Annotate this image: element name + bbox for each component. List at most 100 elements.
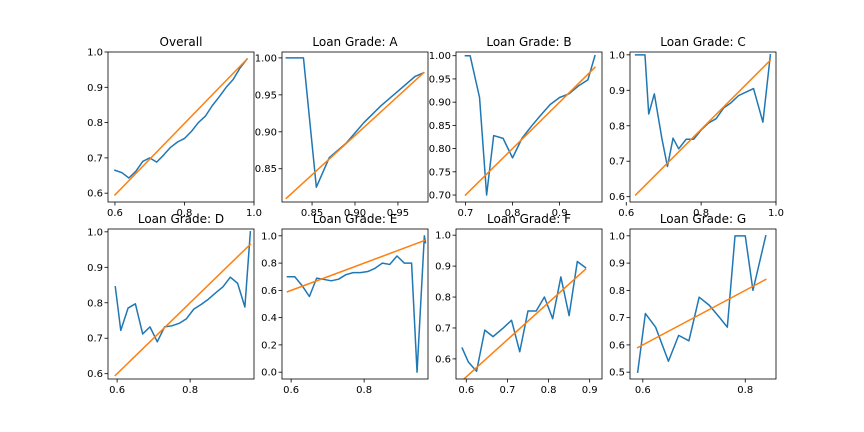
y-tick-label: 0.6 xyxy=(609,192,625,203)
panel-title: Loan Grade: C xyxy=(660,35,745,49)
x-tick-label: 0.8 xyxy=(177,208,193,219)
reference-line xyxy=(114,243,252,377)
y-tick-label: 0.90 xyxy=(255,127,277,138)
x-tick-label: 0.8 xyxy=(505,208,521,219)
y-tick-label: 0.80 xyxy=(429,144,451,155)
reference-line xyxy=(634,59,772,196)
subplot-panel: 0.6 0.8 0.5 0.6 0.7 0.8 0.9 1.0 Loan Grade: G xyxy=(609,212,777,396)
y-tick-label: 0.8 xyxy=(609,286,625,297)
y-tick-label: 0.7 xyxy=(609,313,625,324)
axes-background xyxy=(630,229,776,379)
x-tick-label: 0.7 xyxy=(499,385,515,396)
axes-frame xyxy=(107,228,255,380)
y-tick-label: 0.9 xyxy=(609,86,625,97)
observed-line xyxy=(113,58,249,179)
reference-line xyxy=(285,71,425,200)
x-tick-label: 0.6 xyxy=(109,385,125,396)
y-tick-label: 0.9 xyxy=(435,262,451,273)
series-group xyxy=(286,235,427,373)
y-tick-label: 0.8 xyxy=(609,121,625,132)
y-tick-label: 0.70 xyxy=(429,191,451,202)
y-tick-label: 1.0 xyxy=(261,231,277,242)
y-tick-label: 0.9 xyxy=(609,259,625,270)
y-tick-label: 0.7 xyxy=(87,153,103,164)
y-tick-label: 0.6 xyxy=(609,340,625,351)
x-tick-label: 0.85 xyxy=(301,208,323,219)
reference-line xyxy=(636,278,767,349)
y-tick-label: 0.95 xyxy=(255,90,277,101)
x-tick-label: 0.8 xyxy=(737,385,753,396)
reference-line xyxy=(286,239,426,293)
series-group xyxy=(461,260,587,379)
axes-background xyxy=(282,229,428,379)
panel-title: Loan Grade: F xyxy=(487,212,571,226)
y-tick-label: 0.9 xyxy=(87,83,103,94)
observed-line xyxy=(461,260,587,373)
y-tick-label: 0.90 xyxy=(429,98,451,109)
series-group xyxy=(113,57,249,197)
y-tick-label: 0.75 xyxy=(429,167,451,178)
y-tick-label: 1.00 xyxy=(429,51,451,62)
axes-background xyxy=(456,229,602,379)
panel-title: Loan Grade: G xyxy=(660,212,746,226)
y-tick-label: 0.8 xyxy=(87,118,103,129)
observed-line xyxy=(286,235,427,373)
series-group xyxy=(285,57,425,200)
y-tick-label: 1.0 xyxy=(435,231,451,242)
y-tick-label: 0.7 xyxy=(87,334,103,345)
series-group xyxy=(464,54,597,197)
x-tick-label: 0.90 xyxy=(344,208,366,219)
y-tick-label: 0.6 xyxy=(435,354,451,365)
x-tick-label: 0.8 xyxy=(541,385,557,396)
y-tick-label: 0.6 xyxy=(261,286,277,297)
y-tick-label: 0.0 xyxy=(261,368,277,379)
panel-title: Overall xyxy=(160,35,203,49)
observed-line xyxy=(634,54,772,168)
x-tick-label: 0.95 xyxy=(387,208,409,219)
observed-line xyxy=(464,54,596,196)
axes-frame xyxy=(629,228,777,380)
y-tick-label: 0.4 xyxy=(261,313,277,324)
panel-title: Loan Grade: E xyxy=(313,212,398,226)
reference-line xyxy=(113,57,249,197)
axes-background xyxy=(108,229,254,379)
x-tick-label: 0.6 xyxy=(618,208,634,219)
subplot-panel: 0.6 0.8 1.0 0.6 0.7 0.8 0.9 1.0 Overall xyxy=(87,35,262,219)
axes-frame xyxy=(455,228,603,380)
y-tick-label: 1.0 xyxy=(87,227,103,238)
observed-line xyxy=(636,234,767,374)
y-tick-label: 0.95 xyxy=(429,74,451,85)
x-tick-label: 1.0 xyxy=(246,208,262,219)
series-group xyxy=(114,231,252,377)
axes-background xyxy=(282,52,428,202)
subplot-panel: 0.7 0.8 0.9 0.70 0.75 0.80 0.85 0.90 0.95 1.00 Loa… xyxy=(429,35,603,219)
subplot-panel: 0.6 0.8 0.6 0.7 0.8 0.9 1.0 Loan Grade: D xyxy=(87,212,255,396)
subplot-panel: 0.6 0.7 0.8 0.9 0.6 0.7 0.8 0.9 1.0 Loan Grade: F xyxy=(435,212,603,396)
y-tick-label: 0.85 xyxy=(429,121,451,132)
x-tick-label: 0.8 xyxy=(356,385,372,396)
y-tick-label: 0.8 xyxy=(435,293,451,304)
axes-frame xyxy=(629,51,777,203)
reference-line xyxy=(464,66,597,197)
x-tick-label: 0.6 xyxy=(458,385,474,396)
axes-frame xyxy=(107,51,255,203)
axes-frame xyxy=(455,51,603,203)
x-tick-label: 0.6 xyxy=(283,385,299,396)
x-tick-label: 0.6 xyxy=(107,208,123,219)
y-tick-label: 0.2 xyxy=(261,340,277,351)
observed-line xyxy=(114,231,252,343)
x-tick-label: 0.9 xyxy=(552,208,568,219)
x-tick-label: 0.8 xyxy=(182,385,198,396)
subplot-panel: 0.85 0.90 0.95 0.85 0.90 0.95 1.00 Loan Grade: … xyxy=(255,35,429,219)
y-tick-label: 1.0 xyxy=(87,48,103,59)
series-group xyxy=(634,54,772,196)
y-tick-label: 0.6 xyxy=(87,189,103,200)
y-tick-label: 0.8 xyxy=(87,298,103,309)
panel-title: Loan Grade: B xyxy=(486,35,571,49)
y-tick-label: 0.7 xyxy=(609,157,625,168)
y-tick-label: 0.9 xyxy=(87,263,103,274)
reference-line xyxy=(462,268,587,379)
panel-title: Loan Grade: D xyxy=(138,212,224,226)
y-tick-label: 1.00 xyxy=(255,53,277,64)
